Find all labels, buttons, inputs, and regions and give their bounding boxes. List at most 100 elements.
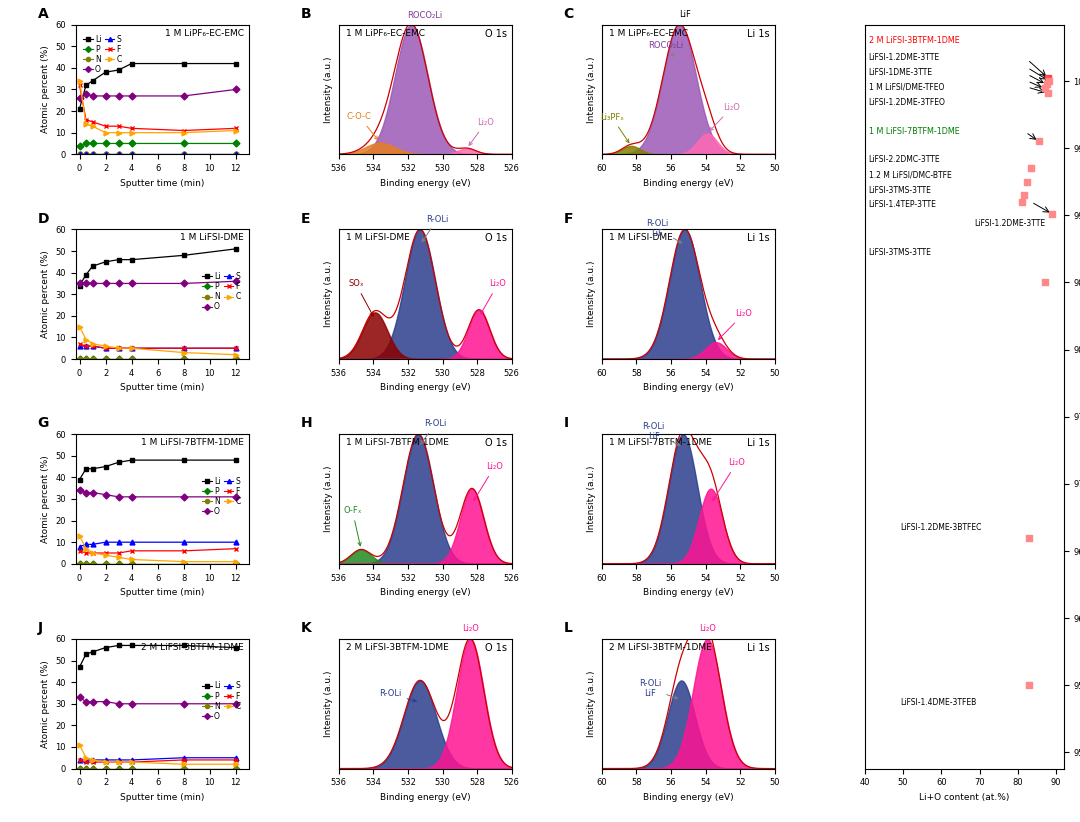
C [112, 344, 125, 353]
X-axis label: Binding energy (eV): Binding energy (eV) [643, 383, 733, 392]
Y-axis label: Atomic percent (%): Atomic percent (%) [41, 45, 50, 133]
Li [86, 261, 99, 271]
C [99, 757, 112, 767]
Line: F: F [77, 341, 239, 351]
F [73, 546, 86, 556]
P [229, 559, 242, 569]
Text: Li₂O: Li₂O [481, 279, 507, 314]
N [125, 559, 138, 569]
O [112, 492, 125, 501]
P [80, 764, 93, 774]
N [86, 559, 99, 569]
Text: L: L [564, 621, 572, 635]
Line: Li: Li [77, 247, 239, 288]
Text: 1 M LiPF₆-EC-EMC: 1 M LiPF₆-EC-EMC [164, 29, 244, 38]
C [99, 550, 112, 560]
Line: N: N [77, 152, 239, 157]
N [80, 150, 93, 159]
S [99, 344, 112, 353]
P [99, 139, 112, 149]
Li [80, 270, 93, 279]
F [229, 543, 242, 553]
F [73, 81, 86, 90]
C [112, 552, 125, 562]
S [125, 538, 138, 547]
F [125, 546, 138, 556]
Li [125, 255, 138, 265]
Li [229, 643, 242, 653]
X-axis label: Binding energy (eV): Binding energy (eV) [643, 793, 733, 801]
F [86, 117, 99, 127]
Text: C: C [564, 7, 573, 21]
Y-axis label: Atomic percent (%): Atomic percent (%) [41, 660, 50, 748]
Line: O: O [77, 87, 239, 100]
Text: 1.2 M LiFSI/DMC-BTFE: 1.2 M LiFSI/DMC-BTFE [868, 170, 951, 179]
S [229, 150, 242, 159]
S [125, 150, 138, 159]
Line: O: O [77, 279, 239, 286]
O [177, 91, 190, 101]
P [112, 764, 125, 774]
C [229, 350, 242, 360]
C [125, 127, 138, 137]
Li [99, 643, 112, 653]
Text: LiFSI-3TMS-3TTE: LiFSI-3TMS-3TTE [868, 186, 932, 195]
Legend: Li, P, N, O, S, F, C: Li, P, N, O, S, F, C [200, 679, 243, 723]
Text: ROCO₂Li: ROCO₂Li [407, 12, 443, 21]
O [99, 490, 112, 500]
Text: LiFSI-1.4TEP-3TTE: LiFSI-1.4TEP-3TTE [868, 201, 936, 210]
C [125, 555, 138, 565]
Text: 1 M LiPF₆-EC-EMC: 1 M LiPF₆-EC-EMC [608, 29, 688, 38]
Text: E: E [300, 211, 310, 225]
C [99, 127, 112, 137]
F [112, 548, 125, 558]
C [86, 548, 99, 558]
F [86, 548, 99, 558]
C [73, 321, 86, 331]
Line: C: C [77, 324, 239, 357]
S [177, 150, 190, 159]
P [125, 764, 138, 774]
Li [80, 649, 93, 659]
F [229, 123, 242, 133]
X-axis label: Sputter time (min): Sputter time (min) [120, 178, 204, 187]
F [177, 546, 190, 556]
S [99, 755, 112, 764]
Text: Li₂O: Li₂O [474, 462, 503, 501]
Line: P: P [77, 141, 239, 148]
S [125, 755, 138, 764]
P [73, 559, 86, 569]
Li [99, 462, 112, 472]
F [73, 755, 86, 764]
Li [112, 457, 125, 467]
O [99, 91, 112, 101]
N [73, 764, 86, 774]
O [99, 279, 112, 289]
C [125, 757, 138, 767]
S [73, 542, 86, 552]
F [80, 548, 93, 558]
Line: N: N [77, 561, 239, 566]
X-axis label: Sputter time (min): Sputter time (min) [120, 793, 204, 801]
Li [125, 58, 138, 68]
Text: 1 M LiFSI-DME: 1 M LiFSI-DME [180, 233, 244, 242]
N [177, 150, 190, 159]
Li [86, 647, 99, 657]
N [99, 150, 112, 159]
O [112, 91, 125, 101]
Text: Li 1s: Li 1s [747, 29, 770, 39]
Line: P: P [77, 766, 239, 771]
F [80, 341, 93, 351]
Li [99, 67, 112, 77]
Li [73, 474, 86, 484]
P [80, 354, 93, 364]
P [86, 139, 99, 149]
S [112, 344, 125, 353]
N [80, 354, 93, 364]
Point [1036, 276, 1053, 289]
Y-axis label: Intensity (a.u.): Intensity (a.u.) [588, 466, 596, 533]
Text: A: A [38, 7, 49, 21]
P [112, 354, 125, 364]
P [177, 764, 190, 774]
O [73, 486, 86, 496]
